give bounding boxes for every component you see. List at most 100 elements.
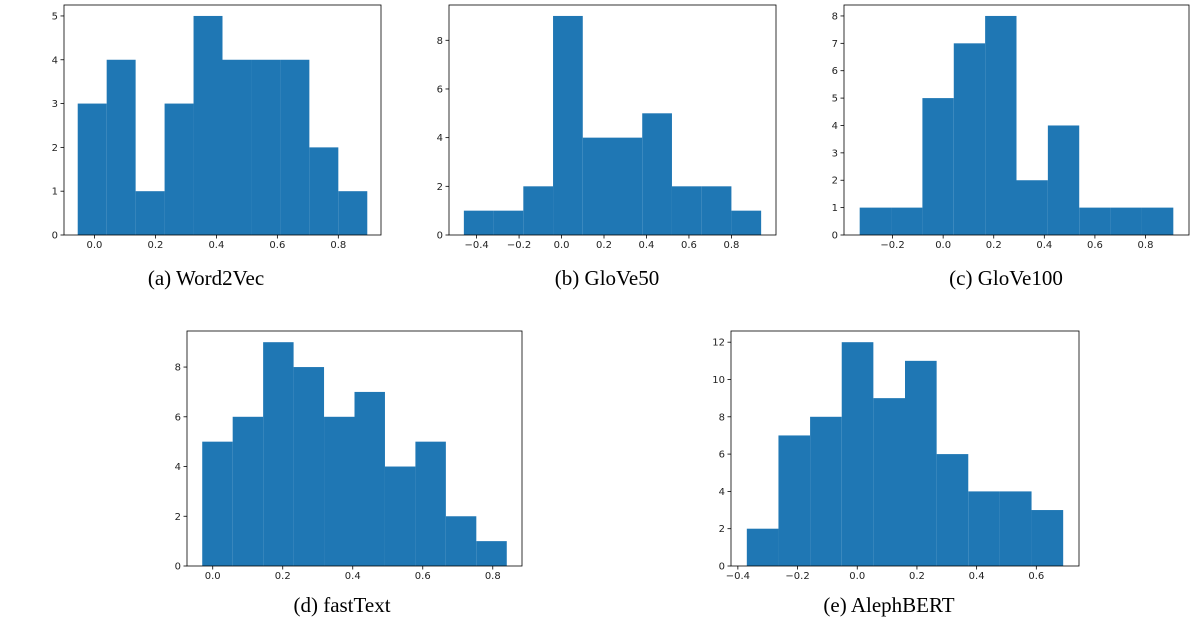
y-tick-label: 12 <box>712 338 725 349</box>
plot-frame <box>63 4 382 236</box>
x-tick-label: −0.4 <box>464 240 488 251</box>
y-tick-label: 6 <box>175 412 181 423</box>
x-tick-label: 0.0 <box>554 240 570 251</box>
y-tick-label: 3 <box>832 148 838 159</box>
histogram-glove50: −0.4 −0.2 0.0 0.2 0.4 0.6 0.8 0 2 4 6 8 <box>437 4 777 251</box>
y-tick-label: 10 <box>712 375 725 386</box>
y-tick-label: 4 <box>832 121 838 132</box>
y-tick-label: 5 <box>832 94 838 105</box>
y-tick-label: 2 <box>175 512 181 523</box>
y-tick-label: 8 <box>175 363 181 374</box>
histogram-bar <box>523 186 554 235</box>
x-tick-label: 0.8 <box>485 571 501 582</box>
y-tick-label: 2 <box>719 524 725 535</box>
x-tick-label: −0.2 <box>507 240 531 251</box>
y-tick-label: 0 <box>719 562 725 573</box>
y-tick-label: 0 <box>437 231 443 242</box>
x-tick-label: 0.8 <box>723 240 739 251</box>
histogram-bar <box>193 15 223 236</box>
x-tick-label: 0.2 <box>147 240 163 251</box>
y-tick-label: 6 <box>832 66 838 77</box>
y-tick-label: 8 <box>437 36 443 47</box>
plot-frame <box>843 4 1190 236</box>
histogram-bar <box>936 454 969 566</box>
x-tick-label: 0.6 <box>681 240 697 251</box>
histogram-bar <box>612 137 643 235</box>
histogram-bar <box>263 342 294 566</box>
histogram-bar <box>415 441 446 566</box>
histogram-bar <box>905 360 937 566</box>
histogram-bar <box>232 416 264 566</box>
y-tick-label: 8 <box>832 11 838 22</box>
x-tick-label: 0.0 <box>935 240 951 251</box>
histogram-word2vec: 0.0 0.2 0.4 0.6 0.8 0 1 2 3 4 5 <box>52 4 382 251</box>
histogram-bar <box>280 59 310 236</box>
caption-word2vec: (a) Word2Vec <box>147 266 265 290</box>
histogram-bar <box>922 98 954 235</box>
histogram-bar <box>354 391 385 566</box>
histogram-bar <box>135 191 165 235</box>
y-tick-label: 3 <box>52 99 58 110</box>
histogram-bar <box>106 59 136 236</box>
histogram-bar <box>968 491 1000 566</box>
y-tick-label: 0 <box>832 231 838 242</box>
histogram-bar <box>77 103 107 235</box>
histogram-bar <box>553 15 583 236</box>
histogram-bar <box>309 147 339 235</box>
histogram-bar <box>476 541 507 566</box>
histogram-bar <box>445 516 477 566</box>
plot-frame <box>730 330 1080 567</box>
y-tick-label: 2 <box>832 176 838 187</box>
histogram-bar <box>841 342 874 566</box>
x-tick-label: 0.0 <box>87 240 103 251</box>
histogram-fasttext: 0.0 0.2 0.4 0.6 0.8 0 2 4 6 8 <box>175 330 523 582</box>
histogram-bar <box>731 210 762 235</box>
caption-glove100: (c) GloVe100 <box>949 266 1063 290</box>
histogram-bar <box>778 435 811 566</box>
histogram-bar <box>859 207 892 235</box>
y-tick-label: 6 <box>719 450 725 461</box>
histogram-bar <box>810 416 842 566</box>
x-tick-label: 0.6 <box>1028 571 1044 582</box>
histogram-bar <box>953 43 986 236</box>
y-tick-label: 5 <box>52 11 58 22</box>
histogram-bar <box>1141 207 1174 235</box>
plot-frame <box>448 4 777 236</box>
caption-glove50: (b) GloVe50 <box>554 266 660 290</box>
histogram-bar <box>384 466 416 566</box>
histogram-bar <box>999 491 1032 566</box>
y-tick-label: 0 <box>52 231 58 242</box>
x-tick-label: 0.0 <box>849 571 865 582</box>
x-tick-label: 0.6 <box>269 240 285 251</box>
x-tick-label: 0.4 <box>345 571 361 582</box>
histogram-bar <box>1047 125 1080 235</box>
histogram-bar <box>251 59 281 236</box>
x-tick-label: 0.4 <box>208 240 224 251</box>
y-tick-label: 6 <box>437 84 443 95</box>
x-tick-label: 0.0 <box>205 571 221 582</box>
histogram-bar <box>222 59 252 236</box>
histogram-bar <box>1079 207 1111 235</box>
histogram-bar <box>493 210 524 235</box>
x-tick-label: 0.4 <box>1036 240 1052 251</box>
caption-fasttext: (d) fastText <box>293 593 391 617</box>
histogram-glove100: −0.2 0.0 0.2 0.4 0.6 0.8 0 1 2 3 4 5 6 7 8 <box>832 4 1190 251</box>
y-tick-label: 4 <box>52 55 58 66</box>
x-tick-label: −0.2 <box>880 240 904 251</box>
y-tick-label: 8 <box>719 412 725 423</box>
plot-frame <box>186 330 523 567</box>
histogram-bar <box>701 186 732 235</box>
y-tick-label: 4 <box>437 133 443 144</box>
y-tick-label: 4 <box>719 487 725 498</box>
histogram-bar <box>1016 180 1048 235</box>
x-tick-label: 0.2 <box>275 571 291 582</box>
histogram-bar <box>202 441 233 566</box>
x-tick-label: 0.8 <box>330 240 346 251</box>
y-tick-label: 2 <box>52 143 58 154</box>
x-tick-label: 0.4 <box>969 571 985 582</box>
histogram-bar <box>164 103 194 235</box>
y-tick-label: 1 <box>832 203 838 214</box>
x-tick-label: 0.8 <box>1138 240 1154 251</box>
y-tick-label: 2 <box>437 182 443 193</box>
histogram-bar <box>338 191 368 235</box>
